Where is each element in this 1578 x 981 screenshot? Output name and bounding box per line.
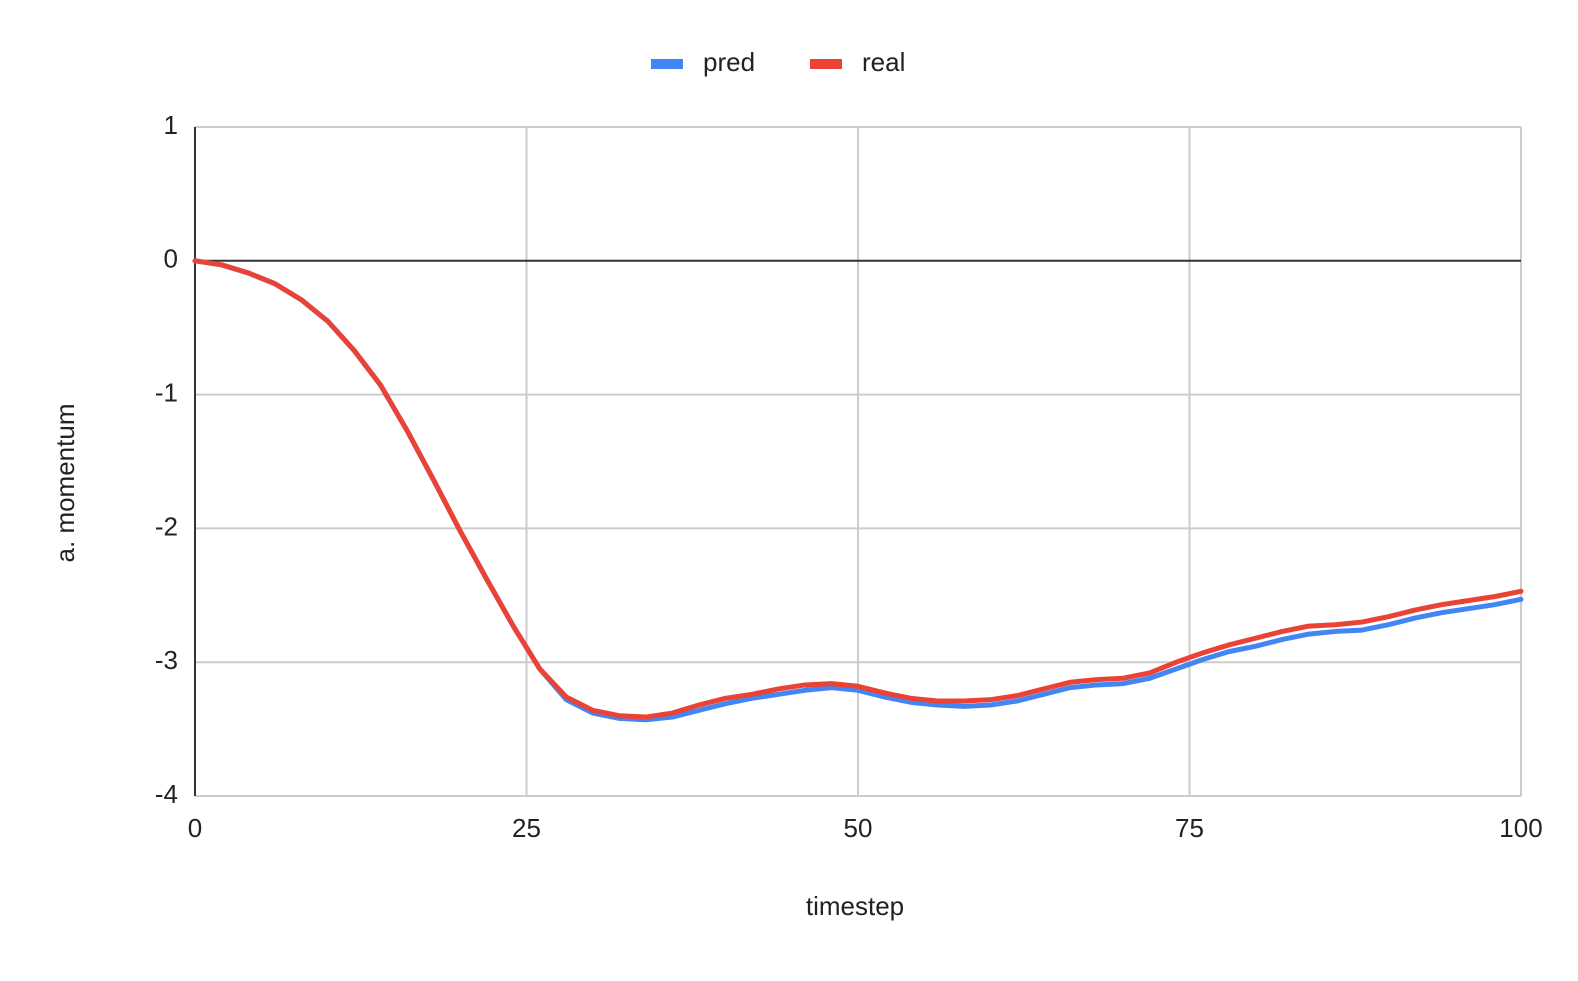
legend-swatch [651, 59, 683, 69]
x-tick-label: 100 [1499, 813, 1542, 843]
series-line [192, 258, 1524, 720]
y-tick-label: -3 [155, 645, 178, 675]
x-tick-label: 75 [1175, 813, 1204, 843]
y-tick-label: -1 [155, 377, 178, 407]
x-axis-label: timestep [806, 891, 904, 921]
x-tick-label: 0 [188, 813, 202, 843]
legend-label: pred [703, 47, 755, 77]
y-tick-label: -2 [155, 511, 178, 541]
x-tick-label: 25 [512, 813, 541, 843]
x-tick-label: 50 [844, 813, 873, 843]
y-axis-label: a. momentum [50, 404, 80, 563]
y-tick-label: 0 [164, 244, 178, 274]
y-tick-label: 1 [164, 110, 178, 140]
legend-label: real [862, 47, 905, 77]
legend-swatch [810, 59, 842, 69]
y-tick-label: -4 [155, 779, 178, 809]
